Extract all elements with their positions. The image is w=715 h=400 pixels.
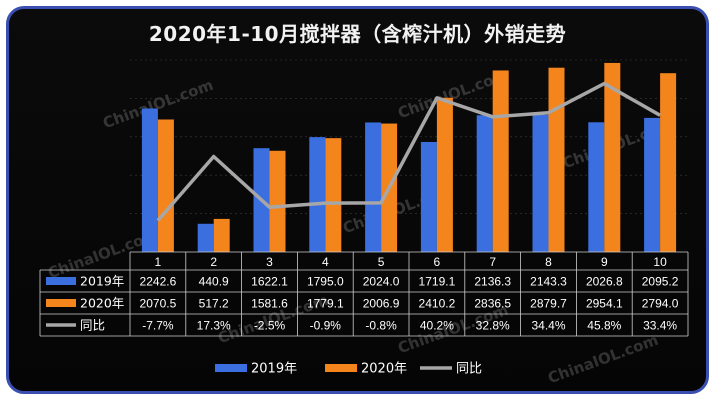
table-cell: 32.8% [476,319,510,333]
row-key-swatch [46,277,76,285]
table-cell: 40.2% [420,319,454,333]
bar-2020 [548,67,565,252]
category-label: 1 [155,255,162,269]
table-cell: 45.8% [587,319,621,333]
table-cell: 1719.1 [419,275,456,289]
legend-label: 2019年 [251,362,297,377]
legend-swatch [215,364,247,372]
table-cell: 1795.0 [307,275,344,289]
category-label: 5 [378,255,385,269]
bar-2019 [365,122,382,253]
table-cell: 17.3% [197,319,231,333]
table-cell: 2006.9 [363,297,400,311]
row-header: 同比 [80,318,105,333]
bar-2019 [644,117,661,253]
table-cell: -2.5% [254,319,286,333]
category-label: 6 [434,255,441,269]
table-cell: -0.9% [310,319,342,333]
category-label: 10 [653,255,667,269]
table-cell: 2143.3 [530,275,567,289]
table-cell: 2070.5 [140,297,177,311]
bar-2019 [141,108,158,252]
table-cell: 2954.1 [586,297,623,311]
bar-2019 [476,115,493,253]
table-cell: 2242.6 [140,275,177,289]
category-label: 9 [601,255,608,269]
bar-2019 [309,137,326,252]
table-cell: 517.2 [199,297,229,311]
table-cell: 2026.8 [586,275,623,289]
row-header: 2019年 [80,274,124,289]
table-cell: 2794.0 [642,297,679,311]
legend-swatch [325,364,357,372]
table-cell: 1581.6 [251,297,288,311]
bar-2019 [420,141,437,252]
category-label: 2 [210,255,217,269]
table-cell: -0.8% [365,319,397,333]
legend-label: 同比 [456,362,482,377]
table-cell: 2879.7 [530,297,567,311]
category-label: 3 [266,255,273,269]
table-cell: 2410.2 [419,297,456,311]
table-cell: 1622.1 [251,275,288,289]
bar-2020 [604,62,621,253]
yoy-line [156,81,661,222]
legend-label: 2020年 [361,362,407,377]
category-label: 4 [322,255,329,269]
category-label: 7 [489,255,496,269]
bar-2019 [197,223,214,252]
bar-2020 [157,119,174,252]
bar-2020 [436,97,453,253]
bar-2020 [213,218,230,252]
bar-2020 [269,150,286,252]
table-cell: 33.4% [643,319,677,333]
bar-2020 [492,70,509,253]
table-cell: -7.7% [142,319,174,333]
bar-2019 [588,122,605,253]
table-cell: 440.9 [199,275,229,289]
table-cell: 2836.5 [474,297,511,311]
table-cell: 34.4% [531,319,565,333]
table-cell: 2024.0 [363,275,400,289]
table-cell: 2095.2 [642,275,679,289]
row-key-swatch [46,299,76,307]
bar-2019 [532,114,549,252]
bar-2020 [325,138,342,252]
bar-2020 [660,73,677,253]
row-header: 2020年 [80,296,124,311]
category-label: 8 [545,255,552,269]
table-cell: 2136.3 [474,275,511,289]
table-cell: 1779.1 [307,297,344,311]
chart-title: 2020年1-10月搅拌器（含榨汁机）外销走势 [148,22,567,46]
